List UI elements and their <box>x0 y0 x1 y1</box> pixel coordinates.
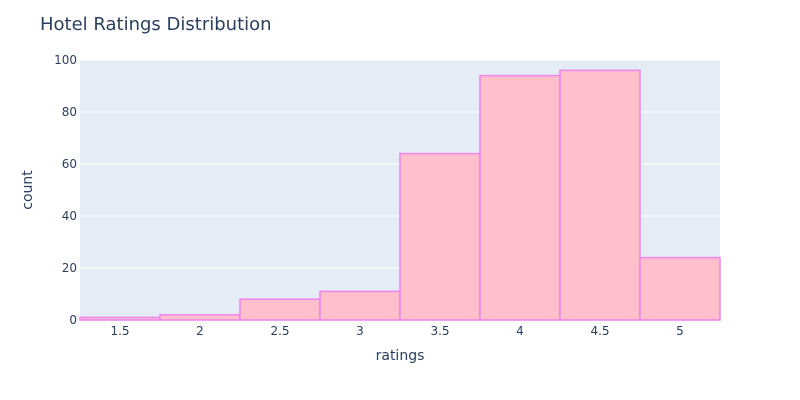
x-tick-label: 2.5 <box>270 324 289 338</box>
y-tick-label: 100 <box>54 53 77 67</box>
y-axis-title: count <box>20 170 36 210</box>
histogram-bar <box>639 256 721 321</box>
x-tick-label: 3.5 <box>430 324 449 338</box>
histogram-bar <box>319 290 401 321</box>
y-tick-label: 20 <box>62 261 77 275</box>
x-tick-label: 4 <box>516 324 524 338</box>
histogram-bar <box>399 152 481 321</box>
histogram-bar <box>559 69 641 321</box>
y-tick-label: 80 <box>62 105 77 119</box>
histogram-bar <box>479 74 561 321</box>
chart-title: Hotel Ratings Distribution <box>40 14 272 35</box>
x-tick-label: 2 <box>196 324 204 338</box>
histogram-bar <box>79 316 161 321</box>
bars <box>79 69 721 321</box>
x-axis-ticks: 1.5 2 2.5 3 3.5 4 4.5 5 <box>110 324 683 338</box>
x-tick-label: 3 <box>356 324 364 338</box>
x-tick-label: 4.5 <box>590 324 609 338</box>
y-axis-ticks: 0 20 40 60 80 100 <box>54 53 77 327</box>
y-tick-label: 60 <box>62 157 77 171</box>
y-tick-label: 40 <box>62 209 77 223</box>
y-tick-label: 0 <box>69 313 77 327</box>
x-axis-title: ratings <box>376 348 425 364</box>
histogram-bar <box>239 298 321 321</box>
x-tick-label: 5 <box>676 324 684 338</box>
x-tick-label: 1.5 <box>110 324 129 338</box>
histogram-bar <box>159 314 241 321</box>
